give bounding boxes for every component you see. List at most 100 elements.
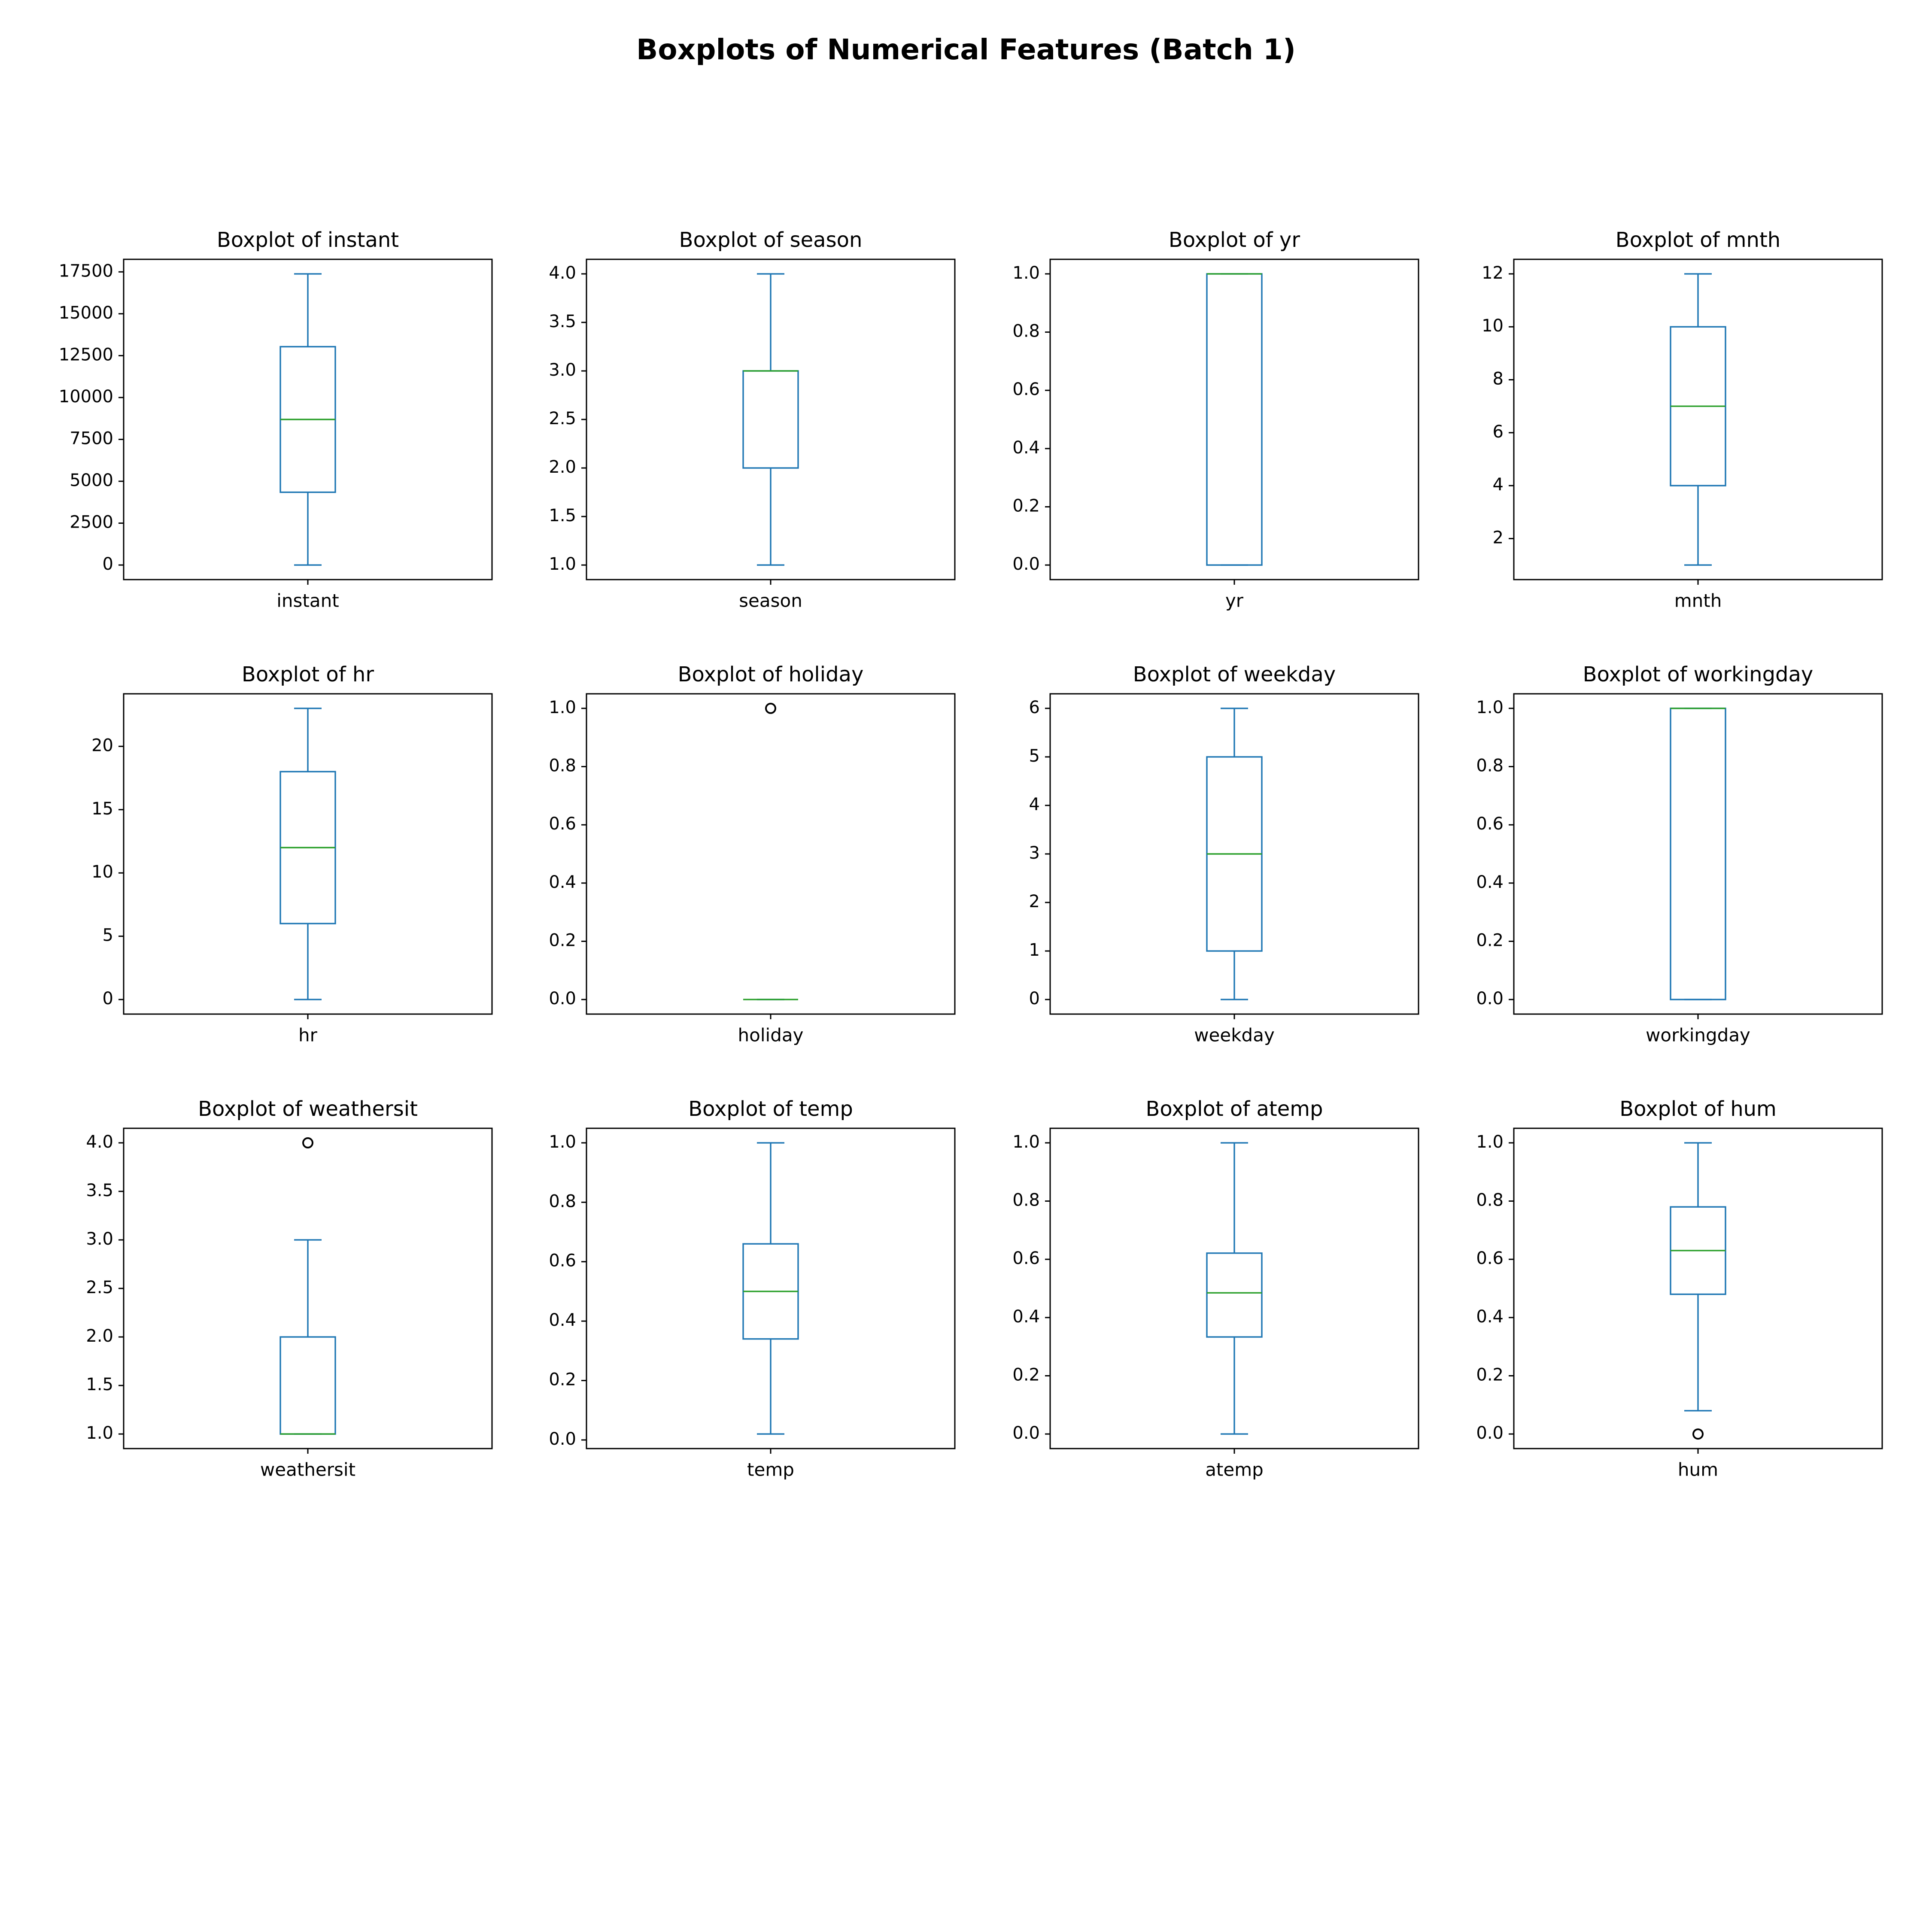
y-tick-label: 2.0 (86, 1326, 113, 1346)
x-tick-label: temp (747, 1459, 794, 1480)
y-tick-label: 4.0 (86, 1132, 113, 1152)
y-tick-label: 5000 (70, 471, 113, 490)
y-tick-label: 1.0 (549, 698, 576, 717)
subplot-title: Boxplot of temp (688, 1097, 853, 1121)
y-tick-label: 0.8 (1012, 322, 1040, 341)
y-tick-label: 0.2 (1476, 930, 1504, 950)
y-tick-label: 12500 (59, 345, 113, 365)
subplot-mnth: Boxplot of mnth 2 4 6 8 10 12 mnth (1482, 228, 1883, 611)
x-tick-label: weathersit (260, 1459, 355, 1480)
y-tick-label: 3.0 (86, 1229, 113, 1249)
subplot-grid: Boxplot of instant0250050007500100001250… (59, 228, 1883, 1480)
y-tick-label: 1.0 (1012, 1132, 1040, 1152)
y-tick-label: 0.2 (549, 930, 576, 950)
outlier-point (1692, 1428, 1704, 1440)
y-tick-label: 0.0 (549, 989, 576, 1009)
y-tick-label: 0.6 (1012, 1249, 1040, 1268)
y-tick-label: 12 (1482, 263, 1504, 283)
y-tick-label: 0.2 (1012, 496, 1040, 516)
subplot-title: Boxplot of atemp (1146, 1097, 1323, 1121)
y-tick-label: 4.0 (549, 263, 576, 283)
y-tick-label: 15000 (59, 303, 113, 323)
y-tick-label: 1.0 (549, 1132, 576, 1152)
y-tick-label: 2.5 (86, 1278, 113, 1297)
y-tick-label: 0.0 (1012, 554, 1040, 574)
y-tick-label: 0.6 (1476, 1249, 1504, 1268)
subplot-weathersit: Boxplot of weathersit 1.0 1.5 2.0 2.5 3.0 3.5 4… (86, 1097, 493, 1480)
subplot-yr: Boxplot of yr 0.0 0.2 0.4 0.6 0.8 1.0 yr (1012, 228, 1419, 611)
subplot-title: Boxplot of yr (1169, 228, 1300, 252)
subplot-title: Boxplot of weathersit (198, 1097, 418, 1121)
x-tick-label: hr (298, 1025, 318, 1046)
y-tick-label: 1.0 (1012, 263, 1040, 283)
y-tick-label: 1.5 (549, 506, 576, 526)
y-tick-label: 5 (103, 926, 113, 945)
subplot-title: Boxplot of holiday (678, 662, 864, 687)
y-tick-label: 0.6 (549, 814, 576, 834)
y-tick-label: 4 (1029, 795, 1040, 814)
y-tick-label: 3.5 (549, 312, 576, 331)
subplot-weekday: Boxplot of weekday 0 1 2 3 4 5 6 weekday (1029, 662, 1419, 1046)
subplot-workingday: Boxplot of workingday 0.0 0.2 0.4 0.6 0.8 1.0 w… (1476, 662, 1883, 1046)
y-tick-label: 17500 (59, 261, 113, 281)
subplot-title: Boxplot of mnth (1616, 228, 1780, 252)
y-tick-label: 2 (1493, 528, 1504, 547)
y-tick-label: 15 (91, 799, 113, 819)
y-tick-label: 2.0 (549, 457, 576, 477)
x-tick-label: holiday (738, 1025, 804, 1046)
y-tick-label: 3 (1029, 843, 1040, 863)
y-tick-label: 1.5 (86, 1375, 113, 1394)
y-tick-label: 0 (103, 989, 113, 1009)
subplot-atemp: Boxplot of atemp 0.0 0.2 0.4 0.6 0.8 1.0 atemp (1012, 1097, 1419, 1480)
subplot-title: Boxplot of workingday (1583, 662, 1814, 687)
y-tick-label: 0.4 (1476, 872, 1504, 892)
x-tick-label: hum (1678, 1459, 1718, 1480)
subplot-title: Boxplot of hum (1619, 1097, 1777, 1121)
y-tick-label: 7500 (70, 428, 113, 448)
y-tick-label: 1.0 (86, 1423, 113, 1443)
figure-title: Boxplots of Numerical Features (Batch 1) (636, 33, 1296, 66)
y-tick-label: 0.2 (1476, 1365, 1504, 1385)
x-tick-label: atemp (1205, 1459, 1264, 1480)
subplot-title: Boxplot of hr (242, 662, 374, 687)
y-tick-label: 0.4 (549, 872, 576, 892)
y-tick-label: 10 (91, 862, 113, 882)
y-tick-label: 8 (1493, 369, 1504, 389)
x-tick-label: season (739, 590, 802, 611)
y-tick-label: 0 (1029, 989, 1040, 1009)
y-tick-label: 6 (1029, 698, 1040, 717)
y-tick-label: 10000 (59, 387, 113, 407)
subplot-season: Boxplot of season 1.0 1.5 2.0 2.5 3.0 3.5 4.0 se… (549, 228, 956, 611)
y-tick-label: 0.4 (1012, 1307, 1040, 1327)
outlier-point (302, 1137, 313, 1148)
y-tick-label: 0.6 (1012, 380, 1040, 399)
y-tick-label: 1 (1029, 940, 1040, 960)
y-tick-label: 3.0 (549, 360, 576, 380)
y-tick-label: 5 (1029, 746, 1040, 766)
outlier-point (765, 702, 776, 714)
y-tick-label: 20 (91, 735, 113, 755)
y-tick-label: 0.0 (1476, 989, 1504, 1009)
y-tick-label: 0.4 (549, 1310, 576, 1330)
x-tick-label: yr (1225, 590, 1244, 611)
y-tick-label: 4 (1493, 475, 1504, 495)
y-tick-label: 0.8 (549, 756, 576, 776)
y-tick-label: 0.4 (1476, 1307, 1504, 1327)
subplot-hr: Boxplot of hr 0 5 10 15 20 hr (91, 662, 493, 1046)
y-tick-label: 0.2 (549, 1370, 576, 1390)
y-tick-label: 2 (1029, 892, 1040, 911)
y-tick-label: 0.0 (549, 1429, 576, 1449)
x-tick-label: weekday (1194, 1025, 1275, 1046)
y-tick-label: 2.5 (549, 409, 576, 428)
y-tick-label: 0.8 (1476, 756, 1504, 776)
y-tick-label: 1.0 (1476, 698, 1504, 717)
subplot-title: Boxplot of season (679, 228, 863, 252)
y-tick-label: 1.0 (1476, 1132, 1504, 1152)
y-tick-label: 0.0 (1012, 1423, 1040, 1443)
y-tick-label: 6 (1493, 422, 1504, 442)
y-tick-label: 0.8 (549, 1191, 576, 1211)
y-tick-label: 2500 (70, 513, 113, 532)
subplot-title: Boxplot of weekday (1133, 662, 1336, 687)
